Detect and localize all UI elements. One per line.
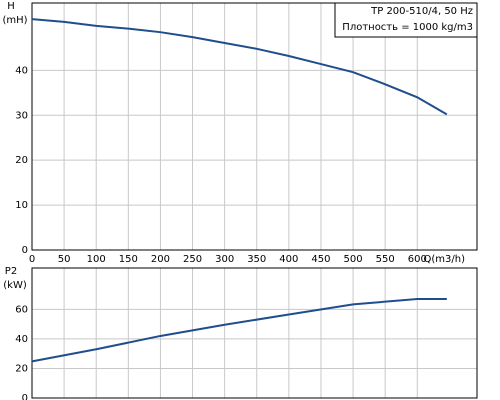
x-tick-label: 200 — [151, 254, 170, 265]
x-tick-label: 400 — [279, 254, 298, 265]
x-tick-label: 50 — [58, 254, 71, 265]
curve — [31, 18, 448, 116]
y-tick-label: 30 — [15, 110, 28, 121]
y-tick-label: 10 — [15, 200, 28, 211]
x-tick-label: 450 — [311, 254, 330, 265]
x-tick-label: 350 — [247, 254, 266, 265]
legend-text: TP 200-510/4, 50 Hz — [370, 6, 473, 17]
y-axis-label: (mH) — [2, 15, 27, 26]
y-axis-label: (kW) — [3, 280, 27, 291]
x-tick-label: 0 — [29, 254, 35, 265]
y-tick-label: 40 — [15, 65, 28, 76]
x-axis-label: Q(m3/h) — [424, 254, 466, 265]
x-tick-label: 150 — [119, 254, 138, 265]
y-axis-label: H — [7, 1, 15, 12]
x-tick-label: 100 — [87, 254, 106, 265]
y-tick-label: 0 — [22, 245, 28, 256]
y-tick-label: 20 — [15, 363, 28, 374]
x-tick-label: 250 — [183, 254, 202, 265]
curve — [31, 298, 447, 363]
y-tick-label: 20 — [15, 155, 28, 166]
y-axis-label: P2 — [5, 266, 17, 277]
legend-text: Плотность = 1000 kg/m3 — [342, 22, 473, 33]
x-tick-label: 550 — [376, 254, 395, 265]
y-tick-label: 60 — [15, 304, 28, 315]
x-tick-label: 300 — [215, 254, 234, 265]
legend-box — [334, 2, 478, 38]
plot-frame — [31, 267, 478, 399]
x-tick-label: 500 — [344, 254, 363, 265]
y-tick-label: 0 — [22, 393, 28, 400]
plot-frame — [31, 2, 478, 251]
y-tick-label: 40 — [15, 334, 28, 345]
x-tick-label: 600 — [408, 254, 427, 265]
